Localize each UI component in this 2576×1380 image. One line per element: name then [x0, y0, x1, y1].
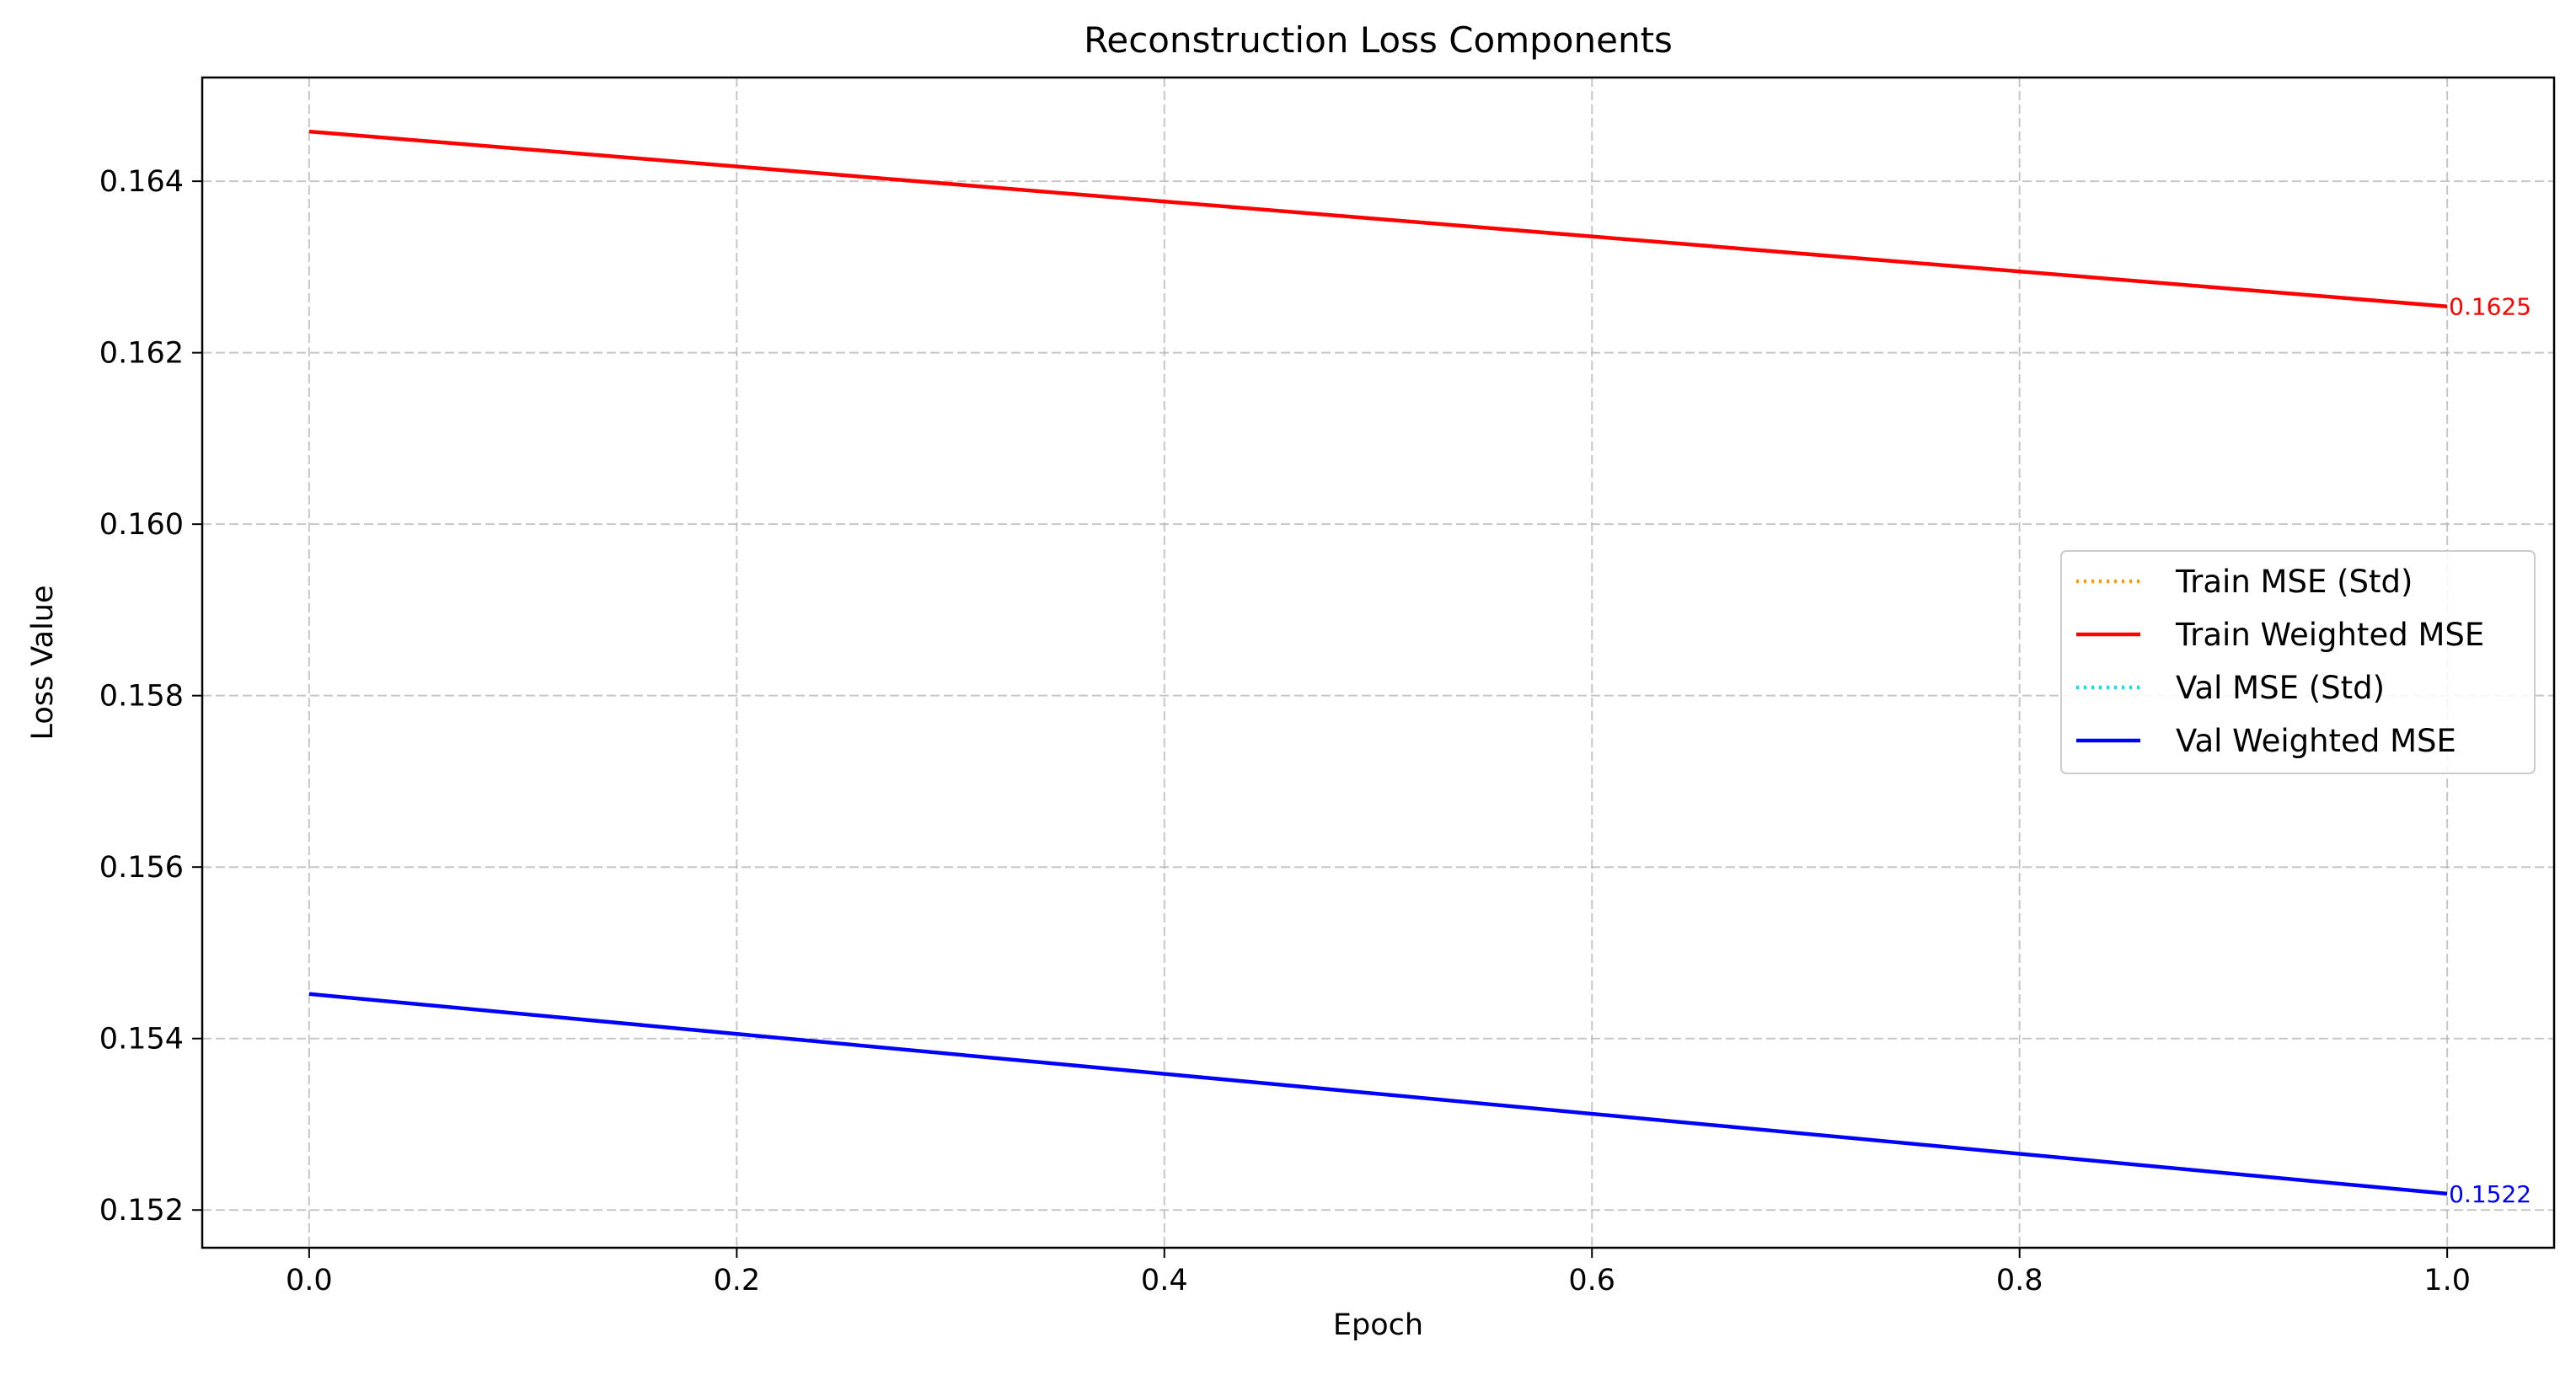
x-tick-label: 0.4 — [1141, 1264, 1188, 1297]
x-tick-label: 1.0 — [2423, 1264, 2471, 1297]
x-tick-label: 0.6 — [1568, 1264, 1615, 1297]
legend-box — [2060, 550, 2536, 774]
y-tick-label: 0.158 — [99, 680, 184, 714]
x-tick-label: 0.2 — [713, 1264, 760, 1297]
legend: Train MSE (Std) Train Weighted MSE Val MSE… — [2060, 550, 2536, 774]
y-tick-label: 0.164 — [99, 165, 184, 199]
axis-ticks: 0.0 0.2 0.4 0.6 0.8 1.0 0.152 0.154 0.156 0.158 0.… — [99, 165, 2471, 1297]
y-tick-label: 0.156 — [99, 851, 184, 885]
y-tick-label: 0.160 — [99, 508, 184, 542]
y-tick-label: 0.162 — [99, 337, 184, 371]
x-tick-label: 0.8 — [1996, 1264, 2043, 1297]
y-tick-label: 0.152 — [99, 1194, 184, 1228]
y-tick-label: 0.154 — [99, 1023, 184, 1056]
series-line-train-weighted-mse — [308, 129, 2448, 308]
legend-label: Val Weighted MSE — [2176, 723, 2456, 759]
value-annotation: 0.1522 — [2449, 1180, 2531, 1208]
series-lines — [308, 129, 2448, 1196]
legend-label: Train MSE (Std) — [2175, 564, 2413, 600]
legend-label: Val MSE (Std) — [2176, 670, 2385, 706]
annotations: 0.1625 0.1522 — [2449, 293, 2531, 1208]
y-axis-label: Loss Value — [26, 585, 60, 740]
x-tick-label: 0.0 — [286, 1264, 333, 1297]
plot-frame — [201, 76, 2556, 1249]
chart-title: Reconstruction Loss Components — [1084, 19, 1673, 61]
x-axis-label: Epoch — [1333, 1308, 1423, 1342]
series-line-val-weighted-mse — [308, 992, 2448, 1196]
value-annotation: 0.1625 — [2449, 293, 2531, 321]
legend-label: Train Weighted MSE — [2175, 617, 2484, 653]
